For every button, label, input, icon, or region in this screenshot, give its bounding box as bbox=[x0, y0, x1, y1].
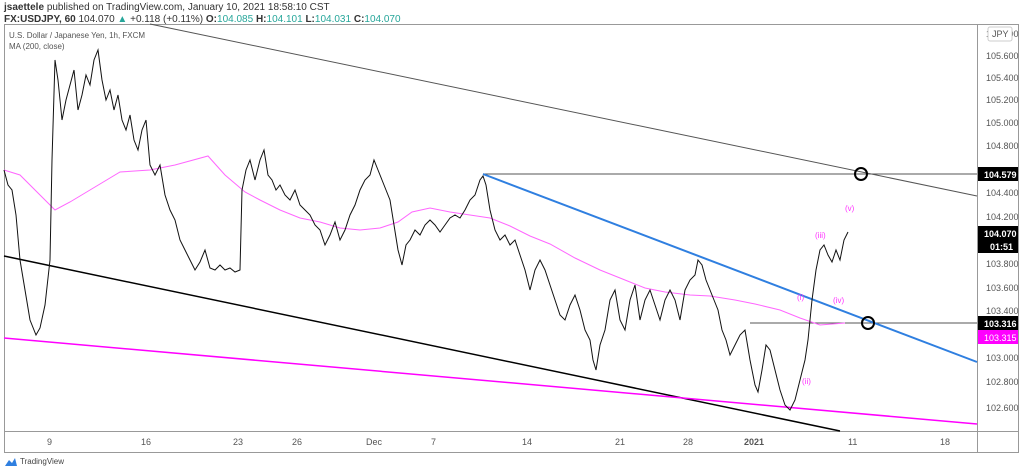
close-label: C: bbox=[353, 14, 365, 25]
author-name[interactable]: jsaettele bbox=[4, 2, 45, 13]
chart-frame bbox=[4, 24, 1019, 453]
symbol-label: FX:USDJPY, 60 bbox=[4, 14, 76, 25]
wave-label-iii: (iii) bbox=[815, 231, 826, 240]
symbol-description: U.S. Dollar / Japanese Yen, 1h, FXCM bbox=[9, 31, 146, 40]
time-tick: 26 bbox=[292, 437, 302, 447]
price-label-last bbox=[978, 226, 1018, 240]
time-tick: 11 bbox=[848, 437, 857, 447]
time-tick: 2021 bbox=[744, 437, 764, 447]
countdown-text: 01:51 bbox=[990, 242, 1013, 252]
time-tick: Dec bbox=[366, 437, 383, 447]
target-marker-104579[interactable] bbox=[854, 167, 868, 181]
price-tick: 105.600 bbox=[986, 51, 1019, 61]
price-tick: 105.400 bbox=[986, 73, 1019, 83]
time-tick: 7 bbox=[431, 437, 436, 447]
price-label-103316 bbox=[978, 316, 1018, 330]
ma-200-line bbox=[3, 155, 846, 326]
bar-countdown bbox=[978, 240, 1018, 253]
tradingview-logo-icon bbox=[5, 457, 17, 466]
wave-label-iv: (iv) bbox=[833, 296, 844, 305]
price-tick: 104.800 bbox=[986, 141, 1019, 151]
price-label-text: 103.315 bbox=[984, 333, 1017, 343]
lower-trendline[interactable] bbox=[3, 255, 841, 432]
chart-header: jsaettele published on TradingView.com, … bbox=[4, 2, 401, 26]
price-label-text: 104.070 bbox=[984, 229, 1017, 239]
target-marker-103316[interactable] bbox=[861, 316, 875, 330]
blue-trendline[interactable] bbox=[482, 173, 978, 363]
low-label: L: bbox=[305, 14, 315, 25]
published-text: published on TradingView.com, January 10… bbox=[46, 2, 330, 13]
ohlc-line: FX:USDJPY, 60 104.070 ▲ +0.118 (+0.11%) … bbox=[4, 14, 401, 26]
tradingview-brand[interactable]: TradingView bbox=[5, 457, 64, 466]
time-tick: 28 bbox=[683, 437, 693, 447]
price-tick: 104.200 bbox=[986, 212, 1019, 222]
ma-indicator-label[interactable]: MA (200, close) bbox=[9, 42, 65, 51]
wave-label-v: (v) bbox=[845, 204, 855, 213]
price-tick: 102.600 bbox=[986, 403, 1019, 413]
open-value: 104.085 bbox=[217, 14, 254, 25]
price-tick: 105.200 bbox=[986, 95, 1019, 105]
price-label-text: 103.316 bbox=[984, 319, 1017, 329]
currency-badge-label: JPY bbox=[992, 29, 1009, 39]
publish-line: jsaettele published on TradingView.com, … bbox=[4, 2, 401, 14]
magenta-support-line[interactable] bbox=[3, 337, 978, 425]
price-axis[interactable]: 105.800 105.600 105.400 105.200 105.000 … bbox=[986, 29, 1019, 413]
time-axis[interactable]: 9 16 23 26 Dec 7 14 21 28 2021 11 18 bbox=[47, 437, 950, 447]
time-tick: 16 bbox=[141, 437, 151, 447]
price-tick: 104.400 bbox=[986, 188, 1019, 198]
price-tick: 105.000 bbox=[986, 118, 1019, 128]
currency-badge[interactable] bbox=[987, 26, 1013, 42]
price-tick: 102.800 bbox=[986, 377, 1019, 387]
price-change: +0.118 (+0.11%) bbox=[130, 14, 204, 25]
wave-label-i: (i) bbox=[797, 293, 804, 302]
time-tick: 18 bbox=[940, 437, 950, 447]
price-label-text: 104.579 bbox=[984, 170, 1017, 180]
time-tick: 14 bbox=[522, 437, 532, 447]
open-label: O: bbox=[205, 14, 218, 25]
time-tick: 9 bbox=[47, 437, 52, 447]
last-price: 104.070 bbox=[78, 14, 115, 25]
price-series[interactable] bbox=[3, 48, 849, 411]
price-tick: 103.600 bbox=[986, 283, 1019, 293]
wave-label-ii: (ii) bbox=[802, 377, 811, 386]
up-triangle-icon: ▲ bbox=[117, 14, 128, 25]
high-label: H: bbox=[255, 14, 267, 25]
high-value: 104.101 bbox=[266, 14, 303, 25]
brand-name: TradingView bbox=[20, 457, 65, 466]
time-tick: 23 bbox=[233, 437, 243, 447]
price-tick: 103.800 bbox=[986, 259, 1019, 269]
price-tick: 103.000 bbox=[986, 353, 1019, 363]
upper-channel-line[interactable] bbox=[149, 23, 978, 197]
price-tick: 103.400 bbox=[986, 306, 1019, 316]
close-value: 104.070 bbox=[364, 14, 401, 25]
price-label-104579 bbox=[978, 167, 1018, 181]
price-label-ma bbox=[978, 330, 1018, 344]
low-value: 104.031 bbox=[314, 14, 352, 25]
time-tick: 21 bbox=[615, 437, 625, 447]
